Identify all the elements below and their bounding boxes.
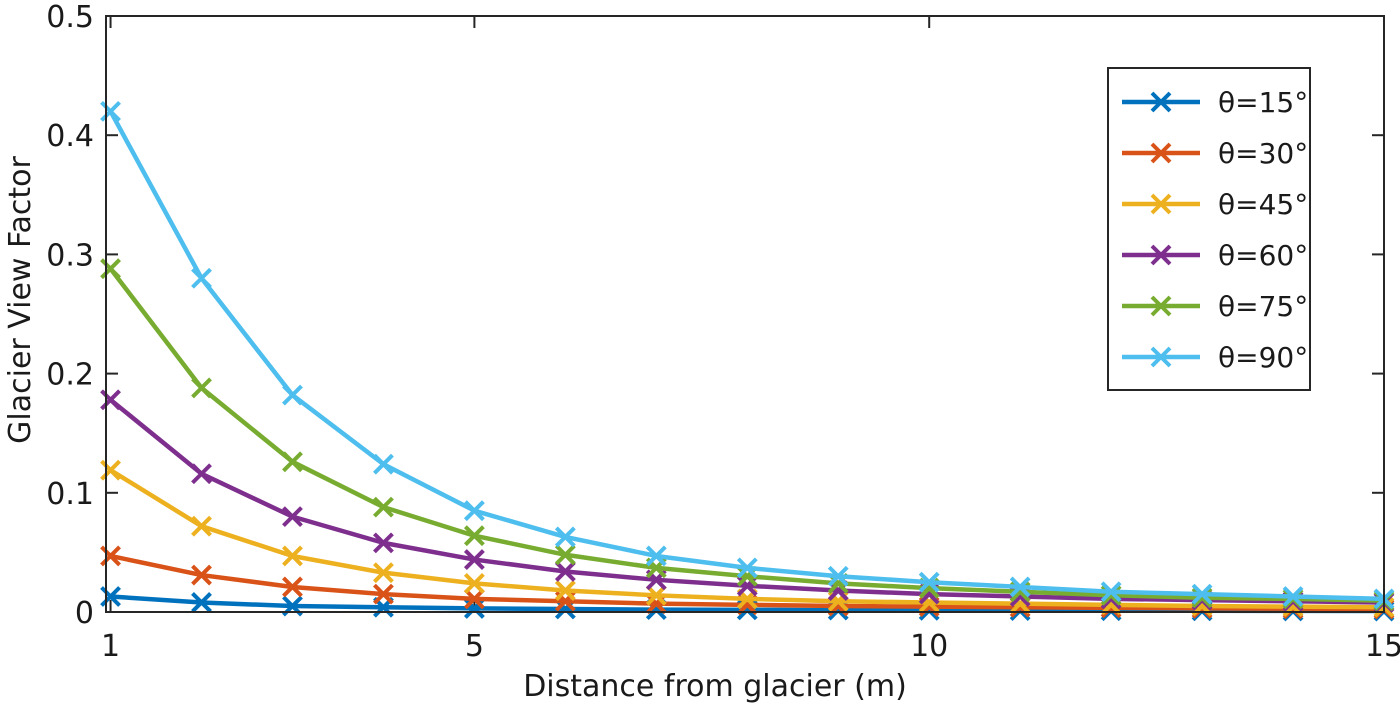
data-point-marker	[645, 584, 667, 606]
legend-label: θ=60°	[1218, 239, 1308, 272]
data-point-marker	[554, 544, 576, 566]
data-point-marker	[463, 549, 485, 570]
series-line	[109, 398, 1385, 605]
y-tick-label: 0.4	[46, 119, 94, 154]
legend-label: θ=75°	[1218, 290, 1308, 323]
data-point-marker	[1009, 576, 1031, 598]
data-point-marker	[100, 545, 121, 567]
legend-item: θ=30°	[1122, 137, 1308, 170]
legend-label: θ=30°	[1218, 137, 1308, 170]
data-point-marker	[100, 100, 121, 122]
data-point-marker	[918, 571, 940, 593]
y-tick-label: 0.1	[46, 477, 94, 512]
data-point-marker	[373, 532, 394, 554]
legend-label: θ=90°	[1218, 341, 1308, 374]
data-point-marker	[827, 565, 849, 587]
data-point-marker	[191, 564, 212, 586]
data-point-marker	[373, 562, 394, 584]
data-point-marker	[463, 588, 485, 610]
y-tick-label: 0.2	[46, 358, 94, 393]
data-point-marker	[100, 389, 121, 411]
data-point-marker	[191, 515, 212, 537]
axes-frame	[105, 15, 1385, 613]
legend-item: θ=15°	[1122, 86, 1308, 119]
data-point-marker	[282, 576, 303, 598]
series-6	[100, 100, 1395, 610]
legend-label: θ=45°	[1218, 188, 1308, 221]
y-tick-label: 0.3	[46, 238, 94, 273]
data-point-marker	[463, 500, 485, 522]
data-point-marker	[282, 451, 303, 473]
legend: θ=15° θ=30° θ=45° θ=60° θ=75° θ=90°	[1107, 67, 1311, 391]
x-axis-label: Distance from glacier (m)	[523, 669, 907, 704]
data-point-marker	[554, 580, 576, 601]
legend-label: θ=15°	[1218, 86, 1308, 119]
y-axis-label: Glacier View Factor	[3, 155, 38, 443]
data-point-marker	[1100, 581, 1122, 603]
x-tick-label: 5	[465, 629, 484, 664]
data-point-marker	[191, 267, 212, 289]
data-point-marker	[1282, 586, 1304, 607]
data-point-marker	[191, 463, 212, 485]
data-point-marker	[463, 572, 485, 594]
data-point-marker	[282, 545, 303, 567]
legend-item: θ=75°	[1122, 290, 1308, 323]
data-point-marker	[373, 496, 394, 518]
legend-item: θ=45°	[1122, 188, 1308, 221]
x-tick-label: 1	[101, 629, 120, 664]
data-point-marker	[463, 525, 485, 547]
y-tick-label: 0	[75, 596, 94, 631]
data-point-marker	[100, 459, 121, 481]
x-tick-label: 10	[910, 629, 948, 664]
data-point-marker	[373, 583, 394, 605]
series-layer	[100, 100, 1395, 622]
y-tick-label: 0.5	[46, 0, 94, 35]
legend-box	[1107, 67, 1311, 391]
data-point-marker	[736, 557, 758, 579]
data-point-marker	[100, 258, 121, 280]
legend-item: θ=90°	[1122, 341, 1308, 374]
data-point-marker	[1191, 583, 1213, 605]
data-point-marker	[100, 586, 121, 607]
data-point-marker	[191, 592, 212, 613]
series-4	[100, 389, 1395, 613]
data-point-marker	[1191, 587, 1213, 609]
data-point-marker	[282, 506, 303, 528]
x-tick-label: 15	[1365, 629, 1400, 664]
data-point-marker	[282, 384, 303, 406]
data-point-marker	[645, 545, 667, 567]
data-point-marker	[554, 526, 576, 548]
data-point-marker	[554, 561, 576, 582]
data-point-marker	[191, 377, 212, 399]
legend-item: θ=60°	[1122, 239, 1308, 272]
data-point-marker	[373, 453, 394, 475]
